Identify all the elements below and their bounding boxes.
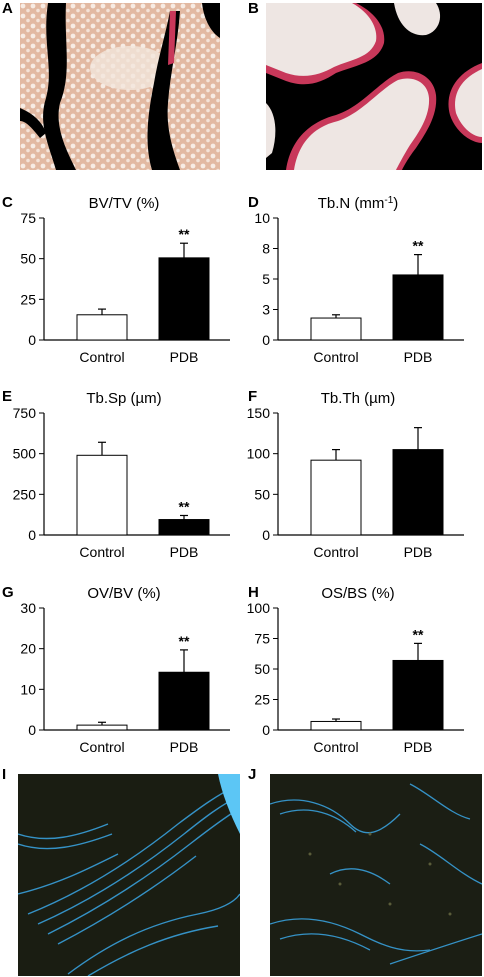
polarized-light-control-image [18, 774, 240, 976]
chart-title-d: Tb.N (mm-1) [318, 195, 399, 213]
y-tick-label-c: 25 [20, 291, 36, 307]
x-category-label-h: PDB [404, 739, 433, 755]
y-tick-label-e: 500 [13, 446, 37, 462]
x-category-label-d: Control [313, 349, 358, 365]
y-tick-label-h: 50 [254, 661, 270, 677]
y-tick-label-d: 5 [262, 271, 270, 287]
y-tick-label-f: 150 [247, 405, 271, 421]
y-tick-label-f: 0 [262, 527, 270, 543]
x-category-label-e: Control [79, 544, 124, 560]
y-tick-label-f: 100 [247, 446, 271, 462]
y-tick-label-h: 0 [262, 722, 270, 738]
y-tick-label-d: 3 [262, 302, 270, 318]
bar-control-g [76, 724, 128, 731]
y-tick-label-f: 50 [254, 486, 270, 502]
significance-marker-c: ** [179, 226, 190, 242]
bar-control-h [310, 720, 362, 731]
bar-pdb-e [158, 519, 210, 536]
significance-marker-g: ** [179, 633, 190, 649]
bar-control-f [310, 459, 362, 536]
y-tick-label-g: 0 [28, 722, 36, 738]
bar-pdb-h [392, 659, 444, 731]
y-tick-label-c: 0 [28, 332, 36, 348]
x-category-label-e: PDB [170, 544, 199, 560]
bone-section-pdb-image [266, 3, 482, 170]
panel-letter-g: G [2, 584, 14, 601]
x-category-label-c: Control [79, 349, 124, 365]
y-tick-label-h: 100 [247, 600, 271, 616]
bar-pdb-c [158, 257, 210, 341]
bar-pdb-d [392, 274, 444, 341]
panel-letter-a: A [2, 0, 13, 17]
y-tick-label-c: 75 [20, 210, 36, 226]
x-category-label-f: PDB [404, 544, 433, 560]
panel-letter-j: J [248, 766, 257, 783]
y-tick-label-g: 30 [20, 600, 36, 616]
bar-control-e [76, 454, 128, 536]
x-category-label-g: PDB [170, 739, 199, 755]
panel-letter-b: B [248, 0, 259, 17]
chart-title-h: OS/BS (%) [321, 585, 394, 602]
y-tick-label-g: 10 [20, 681, 36, 697]
y-tick-label-h: 75 [254, 631, 270, 647]
x-category-label-h: Control [313, 739, 358, 755]
significance-marker-e: ** [179, 498, 190, 514]
x-category-label-c: PDB [170, 349, 199, 365]
panel-letter-e: E [2, 388, 13, 405]
bar-control-c [76, 314, 128, 341]
polarized-light-pdb-image [270, 774, 482, 976]
x-category-label-g: Control [79, 739, 124, 755]
y-tick-label-d: 0 [262, 332, 270, 348]
significance-marker-h: ** [413, 626, 424, 642]
panel-letter-f: F [248, 388, 258, 405]
chart-title-g: OV/BV (%) [87, 585, 160, 602]
panel-letter-i: I [2, 766, 7, 783]
y-tick-label-c: 50 [20, 251, 36, 267]
y-tick-label-e: 0 [28, 527, 36, 543]
panel-letter-h: H [248, 584, 259, 601]
y-tick-label-g: 20 [20, 641, 36, 657]
chart-title-f: Tb.Th (µm) [321, 390, 395, 407]
bar-control-d [310, 317, 362, 341]
panel-letter-d: D [248, 194, 259, 211]
significance-marker-d: ** [413, 238, 424, 254]
bar-pdb-f [392, 449, 444, 536]
bone-section-control-image [20, 3, 220, 170]
y-tick-label-e: 750 [13, 405, 37, 421]
x-category-label-f: Control [313, 544, 358, 560]
chart-title-e: Tb.Sp (µm) [86, 390, 161, 407]
panel-letter-c: C [2, 194, 13, 211]
y-tick-label-e: 250 [13, 486, 37, 502]
y-tick-label-d: 8 [262, 241, 270, 257]
chart-title-c: BV/TV (%) [89, 195, 160, 212]
y-tick-label-d: 10 [254, 210, 270, 226]
x-category-label-d: PDB [404, 349, 433, 365]
y-tick-label-h: 25 [254, 692, 270, 708]
bar-pdb-g [158, 671, 210, 731]
